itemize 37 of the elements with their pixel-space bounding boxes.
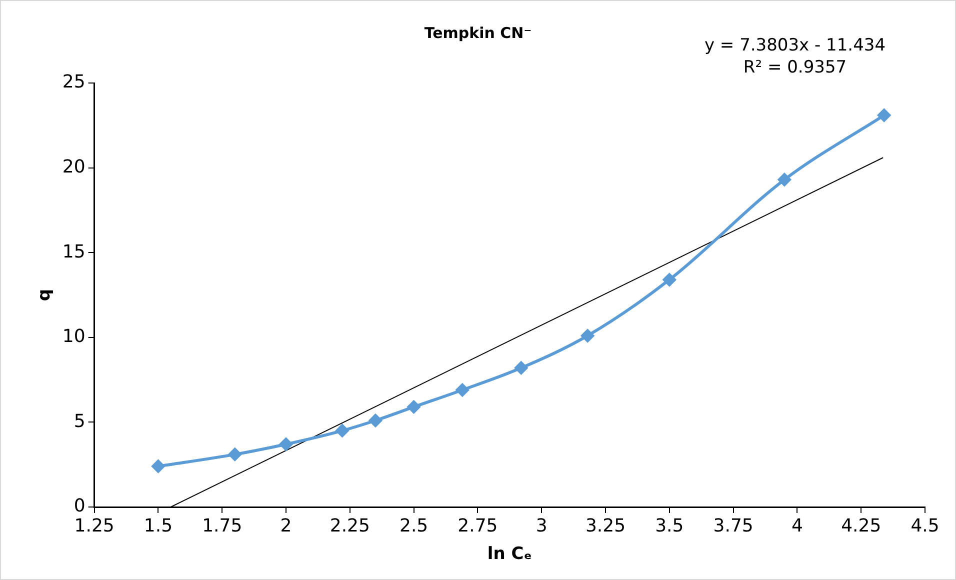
text: R² = 0.9357: [743, 57, 847, 78]
point: [280, 438, 293, 451]
y-tick-label: 5: [74, 410, 86, 432]
x-tick-label: 3.75: [713, 515, 754, 536]
point: [581, 329, 594, 342]
x-tick-label: 1.5: [144, 515, 173, 536]
x-tick-label: 2: [280, 515, 292, 536]
point: [514, 361, 528, 374]
x-tick-label: 3.25: [585, 515, 626, 536]
y-axis-title: q: [34, 288, 55, 302]
text: y = 7.3803x - 11.434: [704, 35, 886, 56]
point: [407, 400, 420, 414]
x-tick-label: 4.5: [910, 515, 940, 536]
y-tick-label: 25: [62, 72, 86, 93]
point: [368, 414, 382, 428]
x-tick-label: 2.75: [458, 515, 498, 536]
x-tick-label: 2.25: [330, 515, 370, 536]
y-tick-label: 20: [62, 156, 86, 178]
x-tick-label: 3: [536, 515, 548, 536]
point: [878, 108, 891, 122]
x-tick-label: 4.25: [841, 515, 882, 536]
x-tick-label: 1.25: [74, 515, 114, 536]
x-tick-label: 3.5: [655, 515, 684, 536]
y-tick-label: 10: [62, 326, 86, 348]
x-axis-title: ln Cₑ: [487, 544, 532, 564]
point: [662, 273, 676, 286]
point: [456, 383, 469, 396]
y-tick-label: 15: [62, 241, 86, 262]
x-tick-label: 2.5: [399, 515, 428, 536]
y-tick-label: 0: [74, 496, 86, 517]
x-tick-label: 1.75: [202, 515, 242, 536]
point: [228, 448, 242, 461]
chart-title: Tempkin CN⁻: [424, 24, 532, 42]
point: [778, 173, 791, 186]
x-tick-label: 4: [791, 515, 803, 536]
point: [152, 460, 165, 473]
point: [336, 424, 349, 438]
